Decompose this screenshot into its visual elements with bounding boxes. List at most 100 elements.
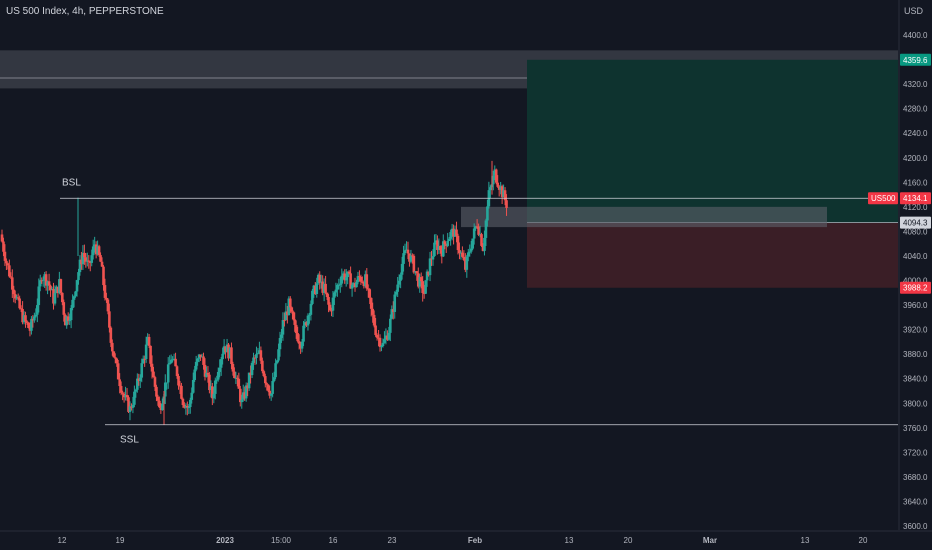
candle-body [449, 232, 452, 239]
candle-body [455, 229, 458, 236]
candle-body [197, 354, 201, 359]
candle-body [368, 289, 372, 298]
price-label-box [900, 53, 931, 66]
price-label-value: 4094.3 [903, 219, 928, 228]
y-tick-label: 3760.0 [903, 424, 928, 433]
candle-body [364, 274, 367, 287]
candle-body [243, 392, 247, 399]
candle-body [111, 342, 114, 352]
candle-body [314, 285, 317, 294]
candle-body [377, 337, 380, 339]
candle-body [237, 378, 241, 389]
candle-body [286, 311, 289, 316]
candle-body [439, 246, 442, 251]
candle-body [247, 372, 251, 389]
candle-body [46, 281, 49, 286]
candle-body [258, 350, 261, 354]
candle-body [462, 256, 466, 260]
candle-body [106, 299, 110, 312]
candle-body [333, 292, 336, 298]
candle-body [444, 244, 448, 246]
candle-body [447, 238, 451, 242]
candle-body [105, 297, 108, 300]
candle-body [291, 311, 295, 320]
candle-body [337, 284, 341, 286]
candle-body [83, 252, 86, 258]
candle-body [63, 314, 67, 326]
candle-body [90, 255, 94, 263]
candle-body [414, 271, 417, 273]
candle-body [93, 244, 96, 247]
candle-body [2, 241, 5, 252]
candle-body [87, 260, 91, 262]
candle-body [289, 298, 292, 308]
candle-body [52, 288, 55, 304]
candle-body [22, 315, 26, 323]
candle-body [278, 337, 282, 350]
candle-body [262, 371, 266, 377]
candle-body [261, 360, 264, 372]
candle-body [263, 376, 267, 384]
candle-body [178, 385, 182, 387]
candle-body [350, 284, 354, 289]
candle-body [452, 228, 455, 237]
candle-body [355, 282, 358, 288]
candle-body [40, 280, 44, 282]
candle-body [336, 284, 339, 290]
candle-body [184, 405, 188, 408]
y-tick-label: 4120.0 [903, 203, 928, 212]
candle-body [319, 281, 323, 283]
candle-body [311, 290, 314, 304]
candle-body [269, 393, 273, 396]
candle-body [163, 382, 167, 397]
price-label-value: 4359.6 [903, 56, 928, 65]
candle-body [371, 308, 374, 315]
candle-body [352, 283, 355, 285]
candle-body [349, 273, 352, 289]
candle-body [241, 392, 245, 400]
candle-body [424, 280, 427, 294]
candle-body [65, 316, 69, 326]
x-tick-label: 20 [624, 536, 633, 545]
y-tick-label: 4400.0 [903, 31, 928, 40]
candle-body [283, 320, 286, 322]
candle-body [5, 260, 8, 264]
candle-body [31, 318, 35, 321]
x-tick-label: 13 [801, 536, 810, 545]
candle-body [108, 311, 111, 328]
candle-body [58, 279, 61, 294]
candle-body [256, 353, 260, 355]
candle-body [461, 252, 464, 257]
candle-body [431, 256, 435, 260]
candle-body [387, 332, 391, 340]
candle-body [141, 358, 145, 364]
candle-body [227, 344, 230, 359]
candle-body [318, 274, 322, 283]
candle-body [88, 261, 92, 263]
x-tick-label: 15:00 [271, 536, 292, 545]
candle-body [188, 399, 192, 408]
candle-body [100, 261, 104, 267]
candle-body [222, 346, 226, 354]
y-tick-label: 4080.0 [903, 227, 928, 236]
candle-body [175, 366, 179, 377]
candle-body [358, 276, 361, 278]
candle-body [33, 316, 36, 321]
candle-body [19, 308, 23, 310]
candle-body [365, 274, 369, 289]
candle-body [128, 406, 132, 412]
y-tick-label: 3960.0 [903, 301, 928, 310]
price-label-box [900, 281, 931, 294]
candle-body [361, 281, 364, 283]
y-tick-label: 3840.0 [903, 375, 928, 384]
candle-body [215, 379, 219, 381]
candle-body [122, 393, 126, 398]
candle-body [456, 235, 460, 251]
y-tick-label: 3880.0 [903, 350, 928, 359]
candle-body [13, 294, 17, 299]
candle-body [21, 309, 24, 323]
candle-body [231, 363, 235, 372]
position-profit-zone [527, 59, 898, 223]
candle-body [472, 228, 476, 239]
